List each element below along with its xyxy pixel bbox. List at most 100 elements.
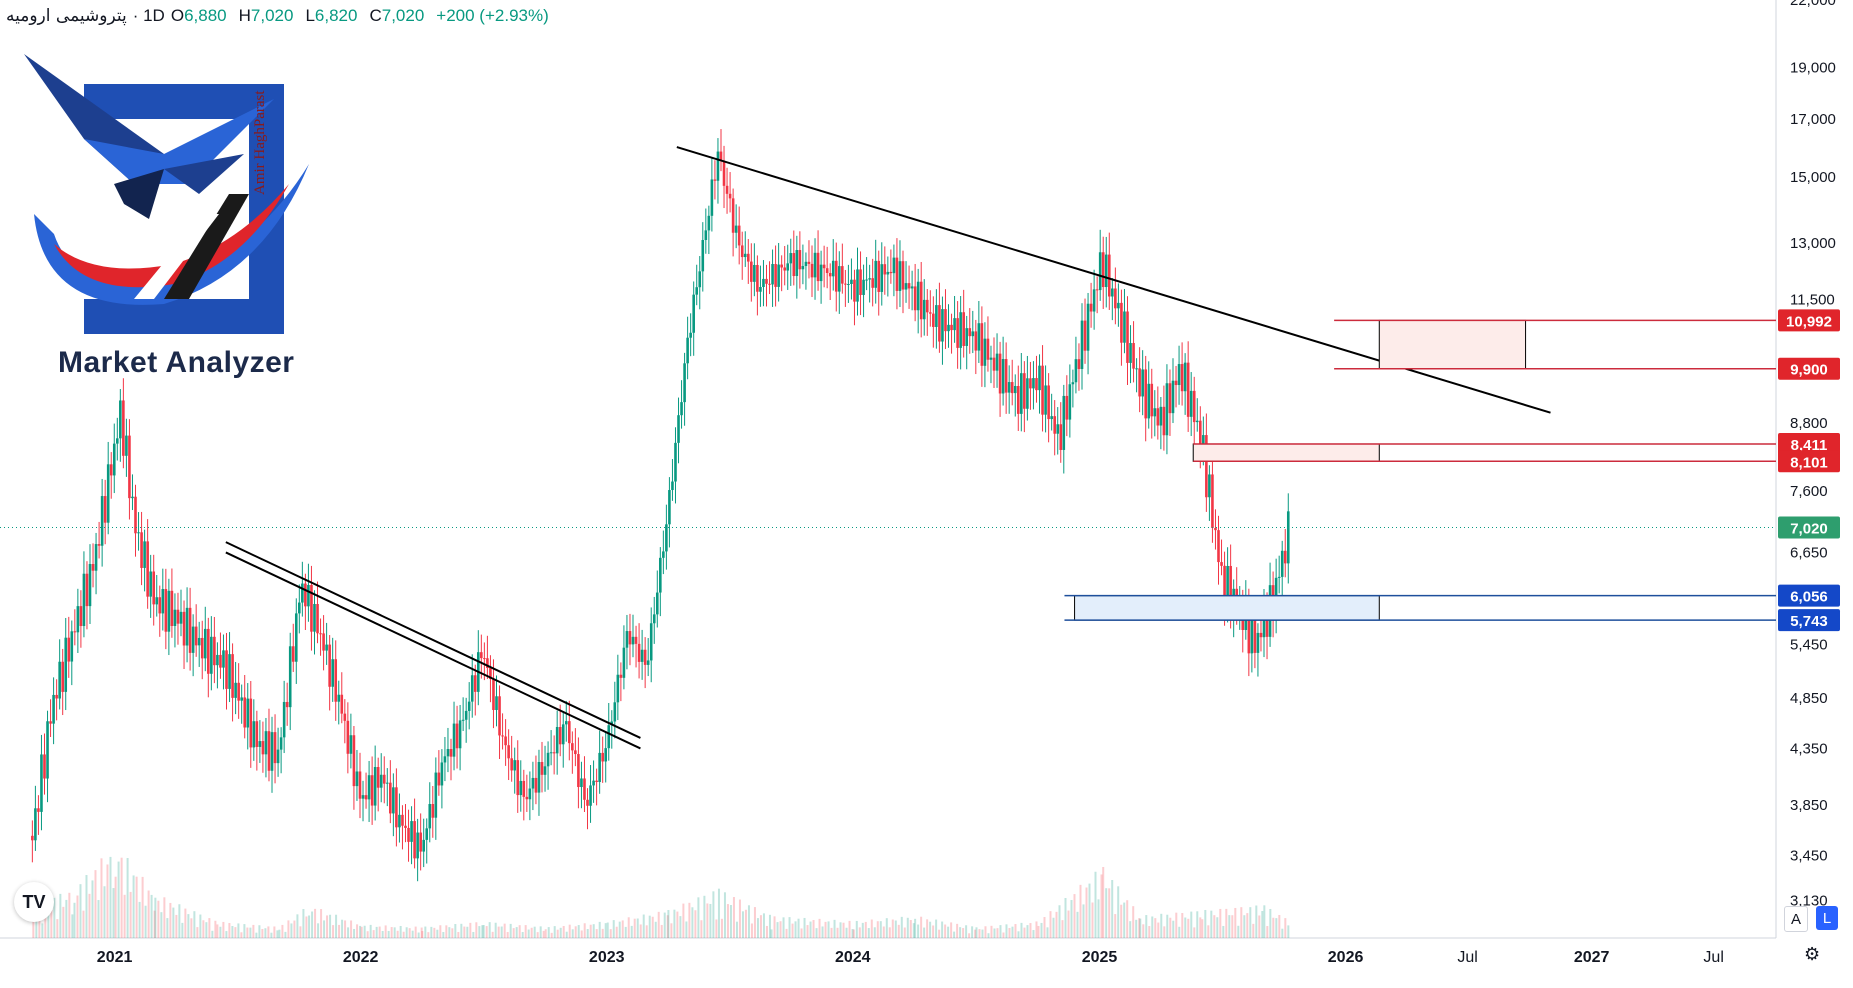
log-scale-button[interactable]: L: [1816, 906, 1838, 930]
volume-bar: [439, 925, 442, 938]
gear-icon[interactable]: ⚙: [1804, 944, 1821, 964]
candle-body: [568, 721, 571, 744]
volume-bar: [741, 911, 744, 938]
candle-body: [825, 268, 829, 274]
x-tick-label: Jul: [1457, 949, 1477, 966]
candle-body: [1023, 373, 1026, 409]
volume-bar: [539, 926, 542, 938]
candle-body: [1026, 378, 1029, 409]
candle-body: [273, 732, 277, 764]
volume-bar: [1187, 918, 1190, 938]
auto-scale-button[interactable]: A: [1784, 906, 1808, 932]
volume-bar: [627, 917, 630, 938]
candle-body: [1177, 364, 1181, 386]
volume-bar: [363, 925, 366, 938]
symbol-name[interactable]: پتروشیمی ارومیه: [6, 6, 127, 26]
candle-body: [1107, 254, 1111, 297]
candle-body: [862, 279, 865, 295]
candle-body: [574, 750, 577, 755]
candle-body: [604, 748, 608, 762]
candle-body: [346, 720, 350, 754]
candle-body: [986, 338, 990, 360]
candle-body: [100, 496, 104, 546]
candle-body: [301, 583, 304, 603]
volume-bar: [420, 927, 423, 938]
candle-body: [228, 654, 231, 689]
interval-label[interactable]: · 1D: [132, 6, 165, 25]
candle-body: [167, 590, 171, 632]
volume-bar: [891, 919, 894, 938]
candle-body: [777, 264, 780, 287]
volume-bar: [261, 928, 264, 938]
candle-body: [461, 719, 465, 721]
candle-body: [1183, 362, 1187, 392]
candle-body: [725, 185, 729, 194]
volume-bar: [1178, 926, 1181, 938]
candle-body: [844, 283, 847, 285]
volume-bar: [897, 924, 900, 938]
candle-body: [528, 788, 532, 800]
volume-bar: [284, 931, 287, 938]
candle-body: [513, 760, 517, 771]
candle-body: [1050, 416, 1053, 420]
volume-bar: [302, 909, 305, 938]
volume-bar: [800, 928, 803, 938]
volume-bar: [765, 925, 768, 938]
logo-signature: Amir HaghParast: [252, 90, 268, 195]
volume-bars: [32, 856, 1290, 938]
volume-bar: [1043, 917, 1046, 938]
volume-bar: [1139, 918, 1142, 938]
candle-body: [640, 649, 644, 662]
candle-body: [64, 637, 68, 692]
tradingview-logo-icon[interactable]: TV: [14, 882, 54, 922]
candle-body: [1056, 424, 1060, 434]
volume-bar: [645, 925, 648, 938]
volume-bar: [818, 918, 821, 938]
candle-body: [185, 607, 189, 646]
candle-body: [216, 654, 219, 666]
volume-bar: [885, 918, 888, 938]
candle-body: [1010, 382, 1014, 394]
volume-bar: [1151, 916, 1154, 938]
candle-body: [1192, 390, 1196, 423]
candle-body: [819, 264, 823, 282]
candle-body: [246, 698, 250, 728]
volume-bar: [1037, 925, 1040, 938]
volume-bar: [756, 918, 759, 938]
candle-body: [279, 737, 283, 750]
volume-bar: [308, 915, 311, 938]
volume-bar: [1275, 918, 1278, 938]
logo-title: Market Analyzer: [58, 346, 295, 379]
y-tick-label: 3,450: [1790, 847, 1828, 864]
volume-bar: [172, 907, 175, 938]
candle-body: [589, 785, 592, 806]
candle-body: [34, 808, 37, 841]
volume-bar: [1246, 913, 1249, 938]
candle-body: [1083, 320, 1087, 351]
candle-body: [234, 682, 237, 698]
volume-bar: [782, 917, 785, 938]
volume-bar: [234, 927, 237, 938]
candle-body: [571, 743, 574, 751]
candle-body: [1144, 369, 1147, 419]
candle-body: [437, 772, 441, 786]
volume-bar: [1008, 927, 1011, 938]
volume-bar: [320, 909, 323, 938]
volume-bar: [202, 920, 205, 938]
ohlc-open-key: O: [170, 6, 185, 25]
y-tick-label: 7,600: [1790, 483, 1828, 500]
volume-bar: [243, 924, 246, 938]
candle-body: [282, 701, 286, 738]
volume-bar: [842, 922, 845, 938]
candle-body: [813, 252, 817, 278]
candle-body: [489, 668, 492, 680]
y-tick-label: 17,000: [1790, 111, 1836, 128]
volume-bar: [990, 925, 993, 938]
volume-bar: [935, 919, 938, 938]
volume-bar: [157, 900, 160, 938]
volume-bar: [929, 921, 932, 938]
candle-body: [698, 271, 702, 288]
candle-body: [750, 261, 753, 282]
